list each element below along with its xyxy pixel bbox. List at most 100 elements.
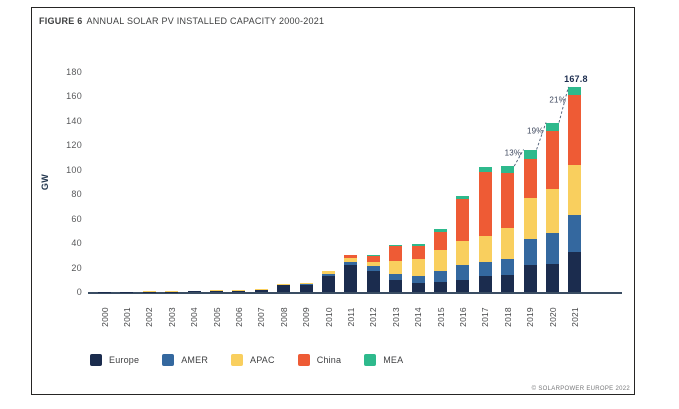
segment-china-2015 (434, 231, 447, 250)
legend-item-china: China (297, 354, 342, 366)
segment-china-2011 (344, 255, 358, 259)
bar-2011 (344, 255, 358, 292)
y-tick-60: 60 (71, 213, 82, 224)
segment-apac-2011 (344, 258, 358, 263)
x-tick-2018: 2018 (502, 307, 513, 327)
legend-label-china: China (316, 355, 342, 365)
segment-europe-2011 (344, 265, 358, 292)
x-tick-2001: 2001 (121, 307, 132, 327)
segment-europe-2008 (277, 285, 291, 292)
legend-swatch-mea (364, 354, 377, 366)
segment-china-2018 (501, 173, 515, 229)
bar-2010 (322, 270, 335, 292)
y-tick-100: 100 (66, 164, 82, 175)
bar-2012 (366, 255, 380, 292)
figure-frame: FIGURE 6 ANNUAL SOLAR PV INSTALLED CAPACI… (31, 7, 635, 395)
total-value-label: 167.8 (564, 73, 588, 84)
segment-europe-2018 (501, 274, 515, 292)
growth-line-2019-2020 (536, 122, 547, 150)
x-tick-2005: 2005 (211, 307, 222, 327)
segment-mea-2020 (546, 122, 559, 131)
segment-mea-2017 (478, 167, 492, 172)
bar-2020 (546, 122, 559, 292)
y-tick-80: 80 (71, 189, 82, 200)
legend-label-amer: AMER (181, 355, 209, 365)
segment-apac-2009 (299, 282, 313, 285)
segment-apac-2018 (501, 228, 515, 260)
x-tick-2019: 2019 (525, 307, 536, 327)
segment-mea-2015 (434, 229, 447, 232)
x-axis-labels: 2000 2001 2002 2003 2004 2005 2006 2007 2008 2009… (90, 295, 620, 335)
bar-2009 (299, 282, 313, 292)
bar-2018 (501, 166, 515, 292)
bar-2016 (456, 195, 470, 292)
segment-china-2013 (389, 245, 403, 262)
segment-apac-2007 (254, 288, 268, 290)
y-tick-180: 180 (66, 67, 82, 77)
bar-2019 (523, 149, 537, 292)
x-tick-2000: 2000 (99, 307, 110, 327)
segment-amer-2011 (344, 262, 358, 266)
growth-label-2019: 13% (504, 148, 522, 158)
segment-amer-2015 (434, 270, 447, 282)
segment-europe-2004 (187, 291, 201, 292)
y-tick-20: 20 (71, 262, 82, 273)
segment-mea-2012 (366, 255, 380, 256)
segment-europe-2009 (299, 284, 313, 292)
segment-china-2017 (478, 171, 492, 237)
segment-europe-2020 (546, 263, 559, 292)
segment-amer-2020 (546, 233, 559, 264)
segment-china-2010 (322, 270, 335, 272)
x-tick-2021: 2021 (569, 307, 580, 327)
segment-amer-2013 (389, 273, 403, 280)
segment-apac-2010 (322, 271, 335, 275)
bar-2014 (411, 244, 425, 292)
segment-europe-2013 (389, 279, 403, 292)
segment-amer-2017 (478, 262, 492, 277)
segment-apac-2017 (478, 236, 492, 263)
segment-europe-2019 (523, 265, 537, 292)
figure-title: FIGURE 6 ANNUAL SOLAR PV INSTALLED CAPACI… (39, 16, 324, 26)
source-credit: © SOLARPOWER EUROPE 2022 (531, 386, 630, 392)
x-tick-2003: 2003 (166, 307, 177, 327)
bar-2021 (568, 86, 582, 292)
segment-europe-2006 (232, 290, 246, 292)
segment-apac-2014 (411, 259, 425, 276)
segment-amer-2012 (366, 266, 380, 271)
x-tick-2002: 2002 (144, 307, 155, 327)
bar-2002 (142, 291, 156, 292)
segment-europe-2010 (322, 275, 335, 292)
growth-line-2020-2021 (558, 86, 569, 123)
legend-item-amer: AMER (162, 354, 208, 366)
x-tick-2014: 2014 (413, 307, 424, 327)
legend-label-europe: Europe (109, 355, 140, 365)
segment-amer-2014 (411, 275, 425, 284)
segment-china-2014 (411, 245, 425, 260)
segment-amer-2016 (456, 265, 470, 280)
x-tick-2011: 2011 (345, 307, 356, 327)
legend-swatch-china (297, 354, 310, 366)
segment-amer-2018 (501, 259, 515, 275)
y-tick-140: 140 (66, 115, 82, 126)
segment-europe-2015 (434, 281, 447, 292)
bar-2015 (434, 229, 447, 292)
segment-europe-2014 (411, 283, 425, 292)
bar-2005 (210, 290, 223, 292)
segment-amer-2009 (299, 284, 313, 285)
legend-item-europe: Europe (90, 354, 139, 366)
bar-2013 (389, 244, 403, 292)
x-tick-2012: 2012 (368, 307, 379, 327)
x-tick-2010: 2010 (323, 307, 334, 327)
segment-china-2021 (568, 95, 582, 165)
segment-mea-2014 (411, 244, 425, 246)
growth-line-2018-2019 (513, 149, 524, 167)
x-tick-2009: 2009 (301, 307, 312, 327)
segment-mea-2016 (456, 195, 470, 200)
segment-china-2012 (366, 255, 380, 263)
y-tick-120: 120 (66, 140, 82, 151)
bar-2017 (478, 167, 492, 292)
segment-mea-2013 (389, 244, 403, 246)
x-tick-2020: 2020 (547, 307, 558, 327)
legend-item-apac: APAC (231, 354, 275, 366)
segment-apac-2019 (523, 197, 537, 240)
